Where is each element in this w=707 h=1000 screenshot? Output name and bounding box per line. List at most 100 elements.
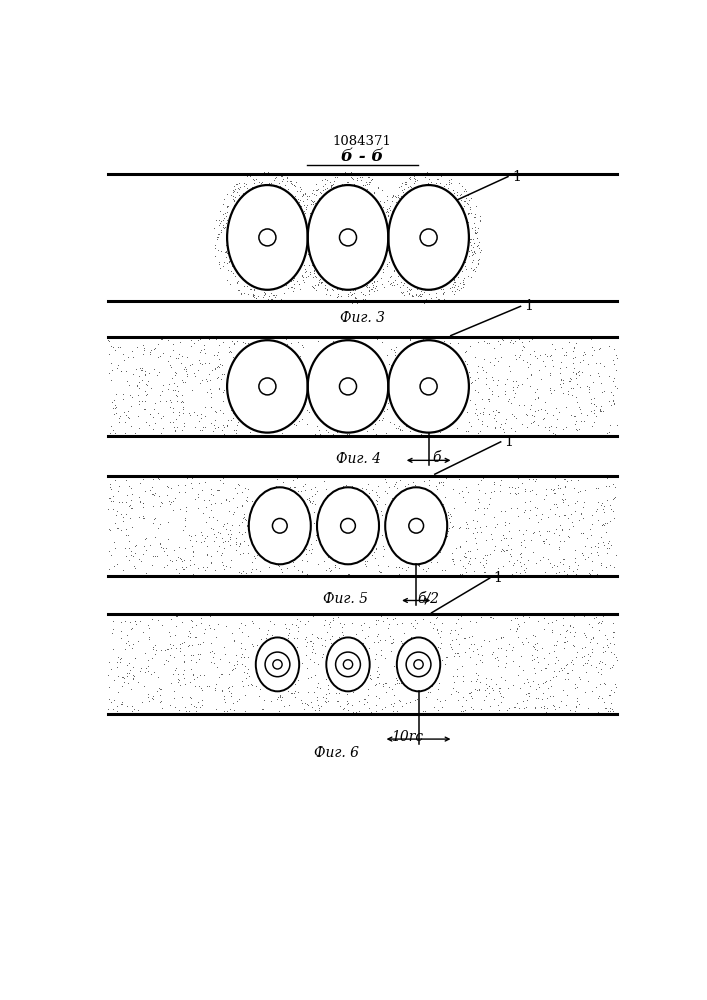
Point bbox=[547, 425, 559, 441]
Point bbox=[366, 272, 378, 288]
Point bbox=[584, 566, 595, 582]
Point bbox=[146, 690, 158, 706]
Point bbox=[368, 283, 380, 299]
Point bbox=[375, 359, 386, 375]
Point bbox=[124, 377, 135, 393]
Point bbox=[307, 495, 318, 511]
Point bbox=[472, 705, 483, 721]
Point bbox=[385, 643, 397, 659]
Point bbox=[292, 483, 303, 499]
Point bbox=[361, 481, 372, 497]
Point bbox=[401, 274, 412, 290]
Point bbox=[303, 188, 315, 204]
Point bbox=[308, 269, 319, 285]
Point bbox=[448, 376, 460, 392]
Point bbox=[443, 174, 455, 190]
Point bbox=[286, 279, 298, 295]
Point bbox=[451, 281, 462, 297]
Point bbox=[398, 656, 409, 672]
Point bbox=[373, 402, 384, 418]
Point bbox=[544, 380, 556, 396]
Point bbox=[307, 182, 318, 198]
Point bbox=[578, 494, 590, 510]
Point bbox=[484, 698, 496, 714]
Point bbox=[303, 268, 314, 284]
Point bbox=[166, 553, 177, 569]
Point bbox=[515, 648, 527, 664]
Point bbox=[134, 420, 145, 436]
Point bbox=[409, 620, 420, 636]
Point bbox=[205, 654, 216, 670]
Point bbox=[284, 661, 296, 677]
Point bbox=[530, 348, 541, 364]
Point bbox=[460, 353, 471, 369]
Point bbox=[561, 473, 573, 489]
Point bbox=[448, 398, 460, 414]
Point bbox=[559, 478, 571, 494]
Point bbox=[518, 608, 529, 624]
Point bbox=[106, 661, 117, 677]
Point bbox=[361, 694, 373, 710]
Point bbox=[419, 423, 431, 439]
Point bbox=[383, 254, 395, 270]
Point bbox=[404, 423, 416, 439]
Point bbox=[399, 427, 410, 443]
Point bbox=[116, 494, 127, 510]
Point bbox=[465, 260, 477, 276]
Point bbox=[343, 288, 354, 304]
Point bbox=[527, 544, 539, 560]
Point bbox=[370, 676, 382, 692]
Point bbox=[285, 175, 296, 191]
Point bbox=[387, 330, 398, 346]
Point bbox=[119, 613, 130, 629]
Point bbox=[458, 276, 469, 292]
Point bbox=[530, 699, 541, 715]
Point bbox=[385, 506, 396, 522]
Point bbox=[607, 659, 618, 675]
Point bbox=[264, 349, 276, 365]
Point bbox=[465, 190, 477, 206]
Point bbox=[455, 192, 467, 208]
Point bbox=[601, 637, 612, 653]
Point bbox=[502, 680, 513, 696]
Point bbox=[469, 349, 481, 365]
Point bbox=[282, 349, 293, 365]
Circle shape bbox=[414, 660, 423, 669]
Point bbox=[333, 416, 344, 432]
Point bbox=[561, 657, 572, 673]
Point bbox=[472, 646, 484, 662]
Point bbox=[566, 514, 578, 530]
Point bbox=[572, 472, 583, 488]
Point bbox=[262, 351, 273, 367]
Point bbox=[314, 525, 325, 541]
Point bbox=[492, 333, 503, 349]
Point bbox=[252, 522, 263, 538]
Point bbox=[319, 384, 330, 400]
Point bbox=[217, 258, 228, 274]
Point bbox=[491, 516, 503, 532]
Point bbox=[246, 676, 257, 692]
Point bbox=[527, 673, 539, 689]
Point bbox=[338, 536, 349, 552]
Point bbox=[215, 213, 226, 229]
Point bbox=[595, 398, 607, 414]
Point bbox=[267, 292, 278, 308]
Point bbox=[221, 186, 233, 202]
Point bbox=[469, 235, 480, 251]
Point bbox=[527, 647, 538, 663]
Point bbox=[260, 531, 271, 547]
Point bbox=[598, 498, 609, 514]
Point bbox=[245, 278, 257, 294]
Point bbox=[559, 507, 571, 523]
Point bbox=[113, 414, 124, 430]
Point bbox=[432, 639, 443, 655]
Point bbox=[556, 522, 568, 538]
Point bbox=[561, 622, 573, 638]
Point bbox=[440, 649, 451, 665]
Point bbox=[209, 621, 220, 637]
Point bbox=[337, 637, 349, 653]
Point bbox=[155, 516, 166, 532]
Point bbox=[507, 653, 518, 669]
Point bbox=[111, 703, 122, 719]
Point bbox=[176, 635, 187, 651]
